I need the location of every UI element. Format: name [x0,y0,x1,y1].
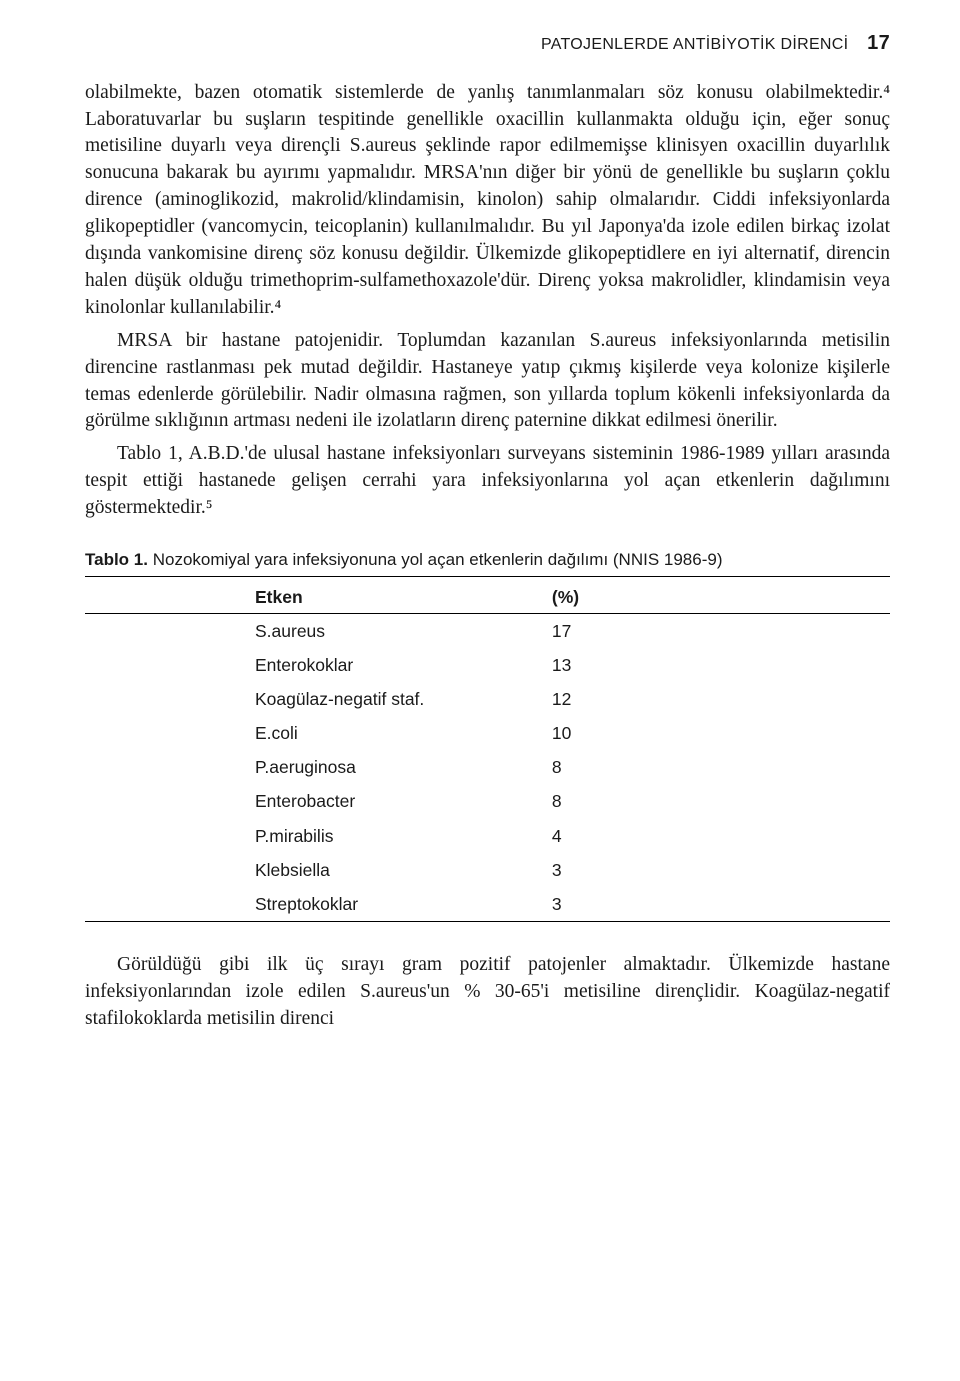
table-row: Enterobacter8 [85,784,890,818]
paragraph-2: MRSA bir hastane patojenidir. Toplumdan … [85,328,890,436]
page: PATOJENLERDE ANTİBİYOTİK DİRENCİ 17 olab… [0,0,960,1381]
cell-etken: Enterokoklar [85,648,552,682]
table-row: S.aureus17 [85,613,890,648]
header-title: PATOJENLERDE ANTİBİYOTİK DİRENCİ [541,36,848,53]
cell-pct: 17 [552,613,890,648]
table-row: E.coli10 [85,716,890,750]
table-row: P.mirabilis4 [85,819,890,853]
cell-etken: Klebsiella [85,853,552,887]
cell-etken: Enterobacter [85,784,552,818]
table-row: Koagülaz-negatif staf.12 [85,682,890,716]
paragraph-3: Tablo 1, A.B.D.'de ulusal hastane infeks… [85,441,890,522]
table-1-body: S.aureus17 Enterokoklar13 Koagülaz-negat… [85,613,890,921]
table-1-caption: Tablo 1. Nozokomiyal yara infeksiyonuna … [85,548,890,576]
cell-etken: Streptokoklar [85,887,552,922]
paragraph-1: olabilmekte, bazen otomatik sistemlerde … [85,80,890,322]
col-header-etken: Etken [85,581,552,614]
table-row: P.aeruginosa8 [85,750,890,784]
paragraph-after-table: Görüldüğü gibi ilk üç sırayı gram poziti… [85,952,890,1033]
cell-pct: 13 [552,648,890,682]
cell-pct: 12 [552,682,890,716]
cell-pct: 8 [552,784,890,818]
cell-etken: P.aeruginosa [85,750,552,784]
cell-etken: P.mirabilis [85,819,552,853]
cell-etken: Koagülaz-negatif staf. [85,682,552,716]
cell-etken: S.aureus [85,613,552,648]
table-row: Streptokoklar3 [85,887,890,922]
cell-pct: 10 [552,716,890,750]
table-1-label: Tablo 1. [85,550,148,569]
table-row: Enterokoklar13 [85,648,890,682]
cell-pct: 4 [552,819,890,853]
page-number: 17 [867,30,890,58]
cell-pct: 3 [552,887,890,922]
table-1: Tablo 1. Nozokomiyal yara infeksiyonuna … [85,548,890,922]
table-header-row: Etken (%) [85,581,890,614]
running-header: PATOJENLERDE ANTİBİYOTİK DİRENCİ 17 [85,30,890,58]
col-header-pct: (%) [552,581,890,614]
cell-pct: 8 [552,750,890,784]
cell-pct: 3 [552,853,890,887]
table-1-grid: Etken (%) S.aureus17 Enterokoklar13 Koag… [85,581,890,922]
table-1-caption-text: Nozokomiyal yara infeksiyonuna yol açan … [153,550,723,569]
table-row: Klebsiella3 [85,853,890,887]
cell-etken: E.coli [85,716,552,750]
